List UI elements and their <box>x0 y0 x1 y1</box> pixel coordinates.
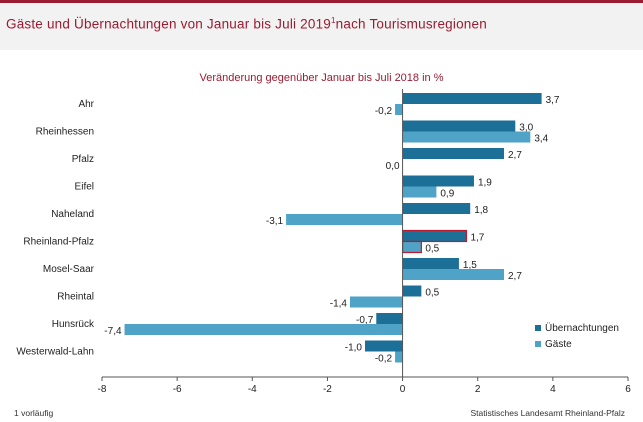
x-tick-label: -2 <box>323 384 332 395</box>
data-label: 3,0 <box>519 123 533 134</box>
title-band <box>0 3 643 50</box>
legend-swatch-uebernachtungen <box>535 325 541 331</box>
bar-uebernachtungen <box>402 203 471 214</box>
data-label: 0,5 <box>425 288 439 299</box>
bar-uebernachtungen <box>402 175 474 187</box>
category-label: Eifel <box>75 182 94 193</box>
data-label: 2,7 <box>508 150 522 161</box>
data-label: -7,4 <box>104 326 122 337</box>
title-main: Gäste und Übernachtungen von Januar bis … <box>6 16 332 32</box>
x-tick-label: 6 <box>625 384 631 395</box>
data-label: 1,8 <box>474 205 488 216</box>
data-label: -1,0 <box>345 343 363 354</box>
bar-gaeste <box>402 269 505 280</box>
legend-label-gaeste: Gäste <box>545 339 572 350</box>
bar-uebernachtungen <box>401 229 468 243</box>
bar-gaeste <box>395 351 403 363</box>
category-label: Mosel-Saar <box>43 264 95 275</box>
title-suffix: nach Tourismusregionen <box>335 16 487 32</box>
bar-uebernachtungen <box>402 93 542 104</box>
source-note: Statistisches Landesamt Rheinland-Pfalz <box>470 408 626 418</box>
x-tick-label: -6 <box>173 384 182 395</box>
data-label: -0,2 <box>375 354 393 365</box>
data-label: -3,1 <box>266 216 284 227</box>
bar-gaeste <box>349 296 403 308</box>
x-tick-label: 0 <box>400 384 406 395</box>
x-tick-label: 4 <box>550 384 556 395</box>
category-label: Ahr <box>78 99 94 110</box>
bar-uebernachtungen <box>376 313 403 324</box>
data-label: 3,4 <box>534 134 548 145</box>
data-label: 0,0 <box>386 161 400 172</box>
category-label: Hunsrück <box>52 319 95 330</box>
bar-uebernachtungen <box>402 285 422 297</box>
legend-label-uebernachtungen: Übernachtungen <box>545 322 619 334</box>
category-label: Naheland <box>51 209 94 220</box>
bar-gaeste <box>402 131 531 143</box>
x-tick-label: -4 <box>248 384 257 395</box>
data-label: 1,7 <box>470 233 484 244</box>
data-label: 2,7 <box>508 271 522 282</box>
category-label: Rheinhessen <box>36 127 94 138</box>
legend-swatch-gaeste <box>535 341 541 347</box>
data-label: -0,7 <box>356 315 374 326</box>
category-label: Westerwald-Lahn <box>16 347 94 358</box>
footnote: 1 vorläufig <box>14 408 54 418</box>
bar-gaeste <box>286 214 403 225</box>
page-title: Gäste und Übernachtungen von Januar bis … <box>6 16 487 32</box>
bar-gaeste <box>395 104 403 115</box>
x-tick-label: -8 <box>98 384 107 395</box>
top-rule <box>0 0 643 3</box>
data-label: -1,4 <box>330 299 348 310</box>
bar-uebernachtungen <box>402 120 516 132</box>
category-label: Rheinland-Pfalz <box>23 237 94 248</box>
data-label: 3,7 <box>546 95 560 106</box>
data-label: 0,9 <box>440 189 454 200</box>
category-label: Rheintal <box>57 292 94 303</box>
data-label: 1,5 <box>463 260 477 271</box>
title-footnote-mark: 1 <box>331 16 336 25</box>
data-label: 1,9 <box>478 178 492 189</box>
bar-gaeste <box>402 186 437 198</box>
bar-uebernachtungen <box>402 258 459 269</box>
bar-gaeste <box>401 240 422 254</box>
bar-gaeste <box>124 324 403 335</box>
bar-uebernachtungen <box>365 340 403 352</box>
chart-subtitle: Veränderung gegenüber Januar bis Juli 20… <box>199 72 444 84</box>
bar-uebernachtungen <box>402 148 505 159</box>
x-tick-label: 2 <box>475 384 481 395</box>
data-label: 0,5 <box>425 244 439 255</box>
category-label: Pfalz <box>72 154 94 165</box>
data-label: -0,2 <box>375 106 393 117</box>
